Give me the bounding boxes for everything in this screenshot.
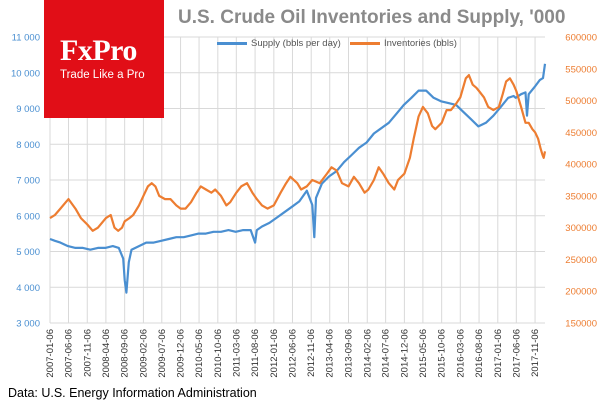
x-tick-label: 2012-06-06 bbox=[287, 329, 298, 378]
x-tick-label: 2011-03-06 bbox=[231, 329, 242, 377]
logo-name: FxPro bbox=[60, 34, 137, 67]
x-tick-label: 2008-04-06 bbox=[101, 329, 112, 378]
x-tick-label: 2015-05-06 bbox=[418, 329, 429, 378]
x-tick-label: 2010-10-06 bbox=[213, 329, 224, 378]
x-tick-label: 2009-12-06 bbox=[176, 329, 187, 378]
x-tick-label: 2014-07-06 bbox=[381, 329, 392, 378]
y-right-tick-label: 350000 bbox=[565, 191, 597, 202]
y-right-tick-label: 250000 bbox=[565, 255, 597, 266]
fxpro-logo: FxPro Trade Like a Pro bbox=[44, 0, 164, 118]
x-tick-label: 2013-09-06 bbox=[343, 329, 354, 378]
y-left-tick-label: 10 000 bbox=[11, 68, 40, 79]
y-right-tick-label: 200000 bbox=[565, 287, 597, 298]
x-tick-label: 2007-06-06 bbox=[64, 329, 75, 378]
legend-item-inventories: Inventories (bbls) bbox=[350, 38, 457, 49]
x-tick-label: 2009-07-06 bbox=[157, 329, 168, 378]
x-tick-label: 2016-03-06 bbox=[455, 329, 466, 378]
x-tick-label: 2013-04-06 bbox=[325, 329, 336, 378]
y-right-tick-label: 600000 bbox=[565, 33, 597, 44]
y-right-tick-label: 500000 bbox=[565, 96, 597, 107]
legend-item-supply: Supply (bbls per day) bbox=[217, 38, 341, 49]
series-line-inventories bbox=[49, 74, 547, 232]
y-left-tick-label: 6 000 bbox=[16, 211, 40, 222]
x-tick-label: 2010-05-06 bbox=[194, 329, 205, 378]
x-tick-label: 2008-09-06 bbox=[120, 329, 131, 378]
series-line-supply bbox=[49, 63, 547, 294]
x-tick-label: 2014-02-06 bbox=[362, 329, 373, 378]
y-left-tick-label: 7 000 bbox=[16, 176, 40, 187]
logo-tagline: Trade Like a Pro bbox=[60, 69, 145, 81]
y-left-tick-label: 5 000 bbox=[16, 247, 40, 258]
y-right-tick-label: 300000 bbox=[565, 223, 597, 234]
y-right-tick-label: 550000 bbox=[565, 64, 597, 75]
y-right-tick-label: 150000 bbox=[565, 319, 597, 330]
legend-label-inventories: Inventories (bbls) bbox=[384, 38, 457, 49]
x-tick-label: 2009-02-06 bbox=[138, 329, 149, 378]
y-left-tick-label: 11 000 bbox=[12, 33, 40, 44]
chart-title: U.S. Crude Oil Inventories and Supply, '… bbox=[178, 7, 566, 28]
y-left-tick-label: 3 000 bbox=[16, 319, 40, 330]
y-left-tick-label: 9 000 bbox=[16, 104, 40, 115]
y-axis-right: 150000 200000 250000 300000 350000 400000 4500… bbox=[565, 33, 597, 330]
x-tick-label: 2011-08-06 bbox=[250, 329, 261, 377]
x-tick-label: 2012-11-06 bbox=[306, 329, 317, 377]
x-tick-label: 2015-10-06 bbox=[437, 329, 448, 378]
x-tick-label: 2017-01-06 bbox=[493, 329, 504, 378]
x-tick-label: 2017-06-06 bbox=[511, 329, 522, 378]
y-left-tick-label: 4 000 bbox=[16, 283, 40, 294]
legend-swatch-supply bbox=[217, 42, 247, 45]
y-right-tick-label: 400000 bbox=[565, 160, 597, 171]
series-lines bbox=[49, 63, 547, 294]
x-tick-label: 2007-11-06 bbox=[82, 329, 93, 377]
source-note: Data: U.S. Energy Information Administra… bbox=[8, 386, 257, 400]
x-tick-label: 2016-08-06 bbox=[474, 329, 485, 378]
y-axis-left: 3 000 4 000 5 000 6 000 7 000 8 000 9 000 10 00… bbox=[11, 33, 40, 330]
x-tick-label: 2012-01-06 bbox=[269, 329, 280, 378]
legend-swatch-inventories bbox=[350, 42, 380, 45]
x-tick-label: 2014-12-06 bbox=[399, 329, 410, 378]
x-tick-label: 2017-11-06 bbox=[530, 329, 541, 377]
x-tick-label: 2007-01-06 bbox=[45, 329, 56, 378]
x-axis: 2007-01-06 2007-06-06 2007-11-06 2008-04-06… bbox=[45, 329, 541, 378]
y-right-tick-label: 450000 bbox=[565, 128, 597, 139]
legend-label-supply: Supply (bbls per day) bbox=[251, 38, 341, 49]
y-left-tick-label: 8 000 bbox=[16, 140, 40, 151]
